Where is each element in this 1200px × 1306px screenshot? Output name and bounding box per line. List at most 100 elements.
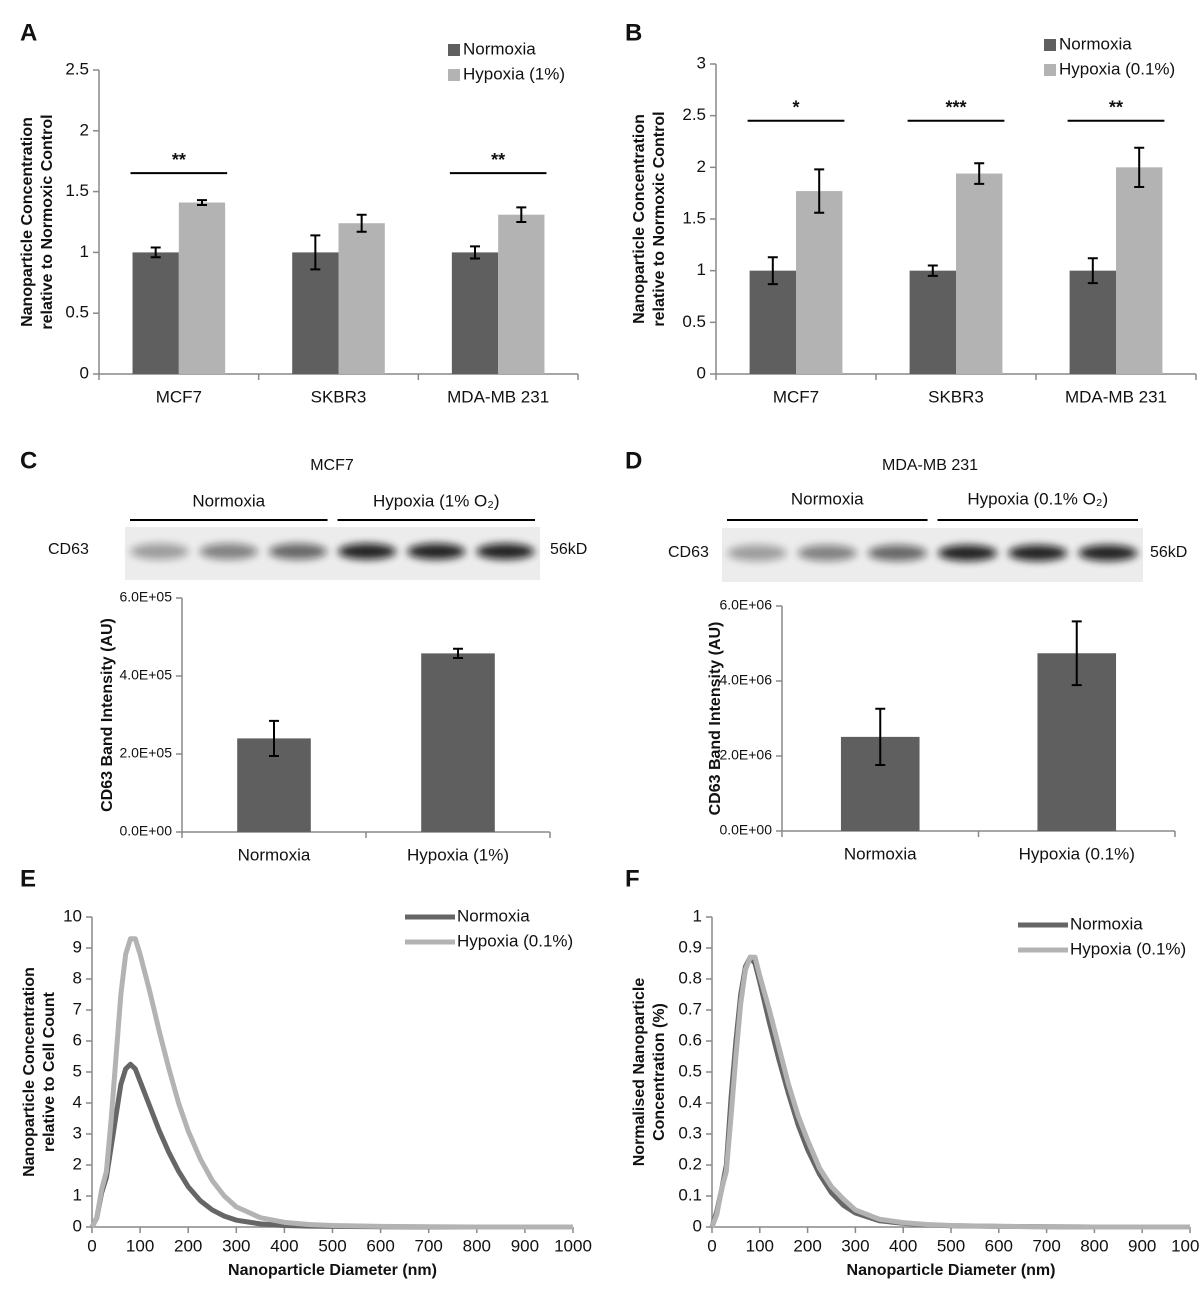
bar — [909, 270, 956, 374]
y-tick-label: 1 — [697, 260, 706, 279]
blot-band — [1078, 545, 1138, 561]
y-tick-label: 1.5 — [65, 181, 89, 200]
y-tick-label: 4.0E+06 — [719, 672, 772, 688]
x-axis-title: Nanoparticle Diameter (nm) — [228, 1262, 437, 1279]
blot-band — [727, 545, 787, 561]
x-tick-label: 800 — [463, 1236, 491, 1255]
x-tick-label: 100 — [126, 1236, 154, 1255]
x-tick-label: 1000 — [554, 1236, 592, 1255]
x-tick-label: 700 — [415, 1236, 443, 1255]
x-tick-label: 300 — [222, 1236, 250, 1255]
blot-title: MDA-MB 231 — [882, 457, 978, 474]
bar — [498, 214, 545, 374]
legend-label: Normoxia — [463, 39, 536, 58]
panel-label: B — [625, 19, 642, 46]
panel-label: E — [20, 865, 36, 892]
x-tick-label: 800 — [1080, 1236, 1108, 1255]
y-tick-label: 2 — [73, 1154, 82, 1173]
x-tick-label: 400 — [889, 1236, 917, 1255]
y-tick-label: 0.0E+00 — [119, 823, 172, 839]
blot-band — [1008, 545, 1068, 561]
blot-group-label: Normoxia — [791, 489, 864, 508]
error-bar — [310, 234, 321, 271]
y-tick-label: 0.8 — [678, 968, 702, 987]
x-tick-label: Normoxia — [844, 844, 917, 863]
bar — [421, 653, 495, 832]
x-tick-label: 600 — [366, 1236, 394, 1255]
x-tick-label: 0 — [707, 1236, 716, 1255]
blot-band — [797, 545, 857, 561]
y-axis-title: Normalised Nanoparticle — [631, 978, 648, 1167]
y-tick-label: 1.5 — [682, 208, 706, 227]
x-tick-label: Hypoxia (0.1%) — [1019, 844, 1135, 863]
y-tick-label: 0.5 — [682, 312, 706, 331]
significance-label: ** — [172, 150, 186, 170]
x-tick-label: MDA-MB 231 — [1065, 387, 1167, 406]
bar — [1069, 270, 1116, 374]
blot-band-label: CD63 — [668, 544, 709, 561]
y-tick-label: 3 — [697, 53, 706, 72]
x-tick-label: MDA-MB 231 — [447, 387, 549, 406]
y-axis-title: relative to Cell Count — [41, 991, 58, 1152]
legend-label: Hypoxia (0.1%) — [457, 931, 573, 950]
y-tick-label: 10 — [63, 906, 82, 925]
x-tick-label: 400 — [270, 1236, 298, 1255]
blot-image — [722, 528, 1143, 582]
y-tick-label: 4.0E+05 — [119, 667, 172, 683]
y-tick-label: 0 — [80, 363, 89, 382]
y-tick-label: 6.0E+06 — [719, 597, 772, 613]
error-bar — [1134, 146, 1145, 188]
y-tick-label: 0.0E+00 — [719, 822, 772, 838]
blot-band — [407, 543, 466, 560]
y-tick-label: 2 — [80, 120, 89, 139]
y-tick-label: 0.2 — [678, 1154, 702, 1173]
blot-band — [338, 543, 397, 560]
y-tick-label: 2.5 — [682, 105, 706, 124]
error-bar — [1071, 620, 1082, 687]
x-tick-label: MCF7 — [773, 387, 819, 406]
line-series — [89, 936, 573, 1230]
error-bar — [356, 213, 367, 233]
y-tick-label: 2.0E+06 — [719, 747, 772, 763]
x-tick-label: 500 — [937, 1236, 965, 1255]
blot-group-label: Hypoxia (1% O₂) — [373, 491, 500, 510]
y-axis-title: relative to Normoxic Control — [39, 114, 56, 329]
legend-label: Normoxia — [457, 906, 530, 925]
x-tick-label: 100 — [746, 1236, 774, 1255]
y-tick-label: 0 — [693, 1216, 702, 1235]
error-bar — [150, 246, 161, 259]
y-tick-label: 0.1 — [678, 1185, 702, 1204]
significance-label: *** — [945, 97, 966, 117]
y-tick-label: 0.6 — [678, 1030, 702, 1049]
y-tick-label: 9 — [73, 937, 82, 956]
bar — [796, 191, 843, 374]
legend-label: Hypoxia (1%) — [463, 64, 565, 83]
blot-band — [476, 543, 535, 560]
blot-group-label: Hypoxia (0.1% O₂) — [967, 489, 1108, 508]
error-bar — [453, 647, 463, 660]
bar — [749, 270, 796, 374]
y-axis-title: CD63 Band Intensity (AU) — [707, 622, 724, 816]
y-tick-label: 0.9 — [678, 937, 702, 956]
x-tick-label: 200 — [174, 1236, 202, 1255]
y-tick-label: 0.5 — [678, 1061, 702, 1080]
y-tick-label: 2.0E+05 — [119, 745, 172, 761]
blot-band — [867, 545, 927, 561]
line-series — [709, 954, 1190, 1230]
blot-title: MCF7 — [310, 457, 354, 474]
error-bar — [470, 245, 481, 260]
x-tick-label: 200 — [793, 1236, 821, 1255]
y-axis-title: relative to Normoxic Control — [651, 111, 668, 326]
blot-band-label: CD63 — [48, 541, 89, 558]
x-tick-label: MCF7 — [156, 387, 202, 406]
legend-label: Normoxia — [1070, 914, 1143, 933]
blot-band — [938, 545, 998, 561]
legend-swatch — [448, 69, 460, 81]
legend-swatch — [448, 44, 460, 56]
legend-label: Hypoxia (0.1%) — [1070, 939, 1186, 958]
x-tick-label: 1000 — [1171, 1236, 1200, 1255]
x-tick-label: 500 — [318, 1236, 346, 1255]
legend-swatch — [1044, 64, 1056, 76]
error-bar — [974, 162, 985, 185]
y-tick-label: 6 — [73, 1030, 82, 1049]
